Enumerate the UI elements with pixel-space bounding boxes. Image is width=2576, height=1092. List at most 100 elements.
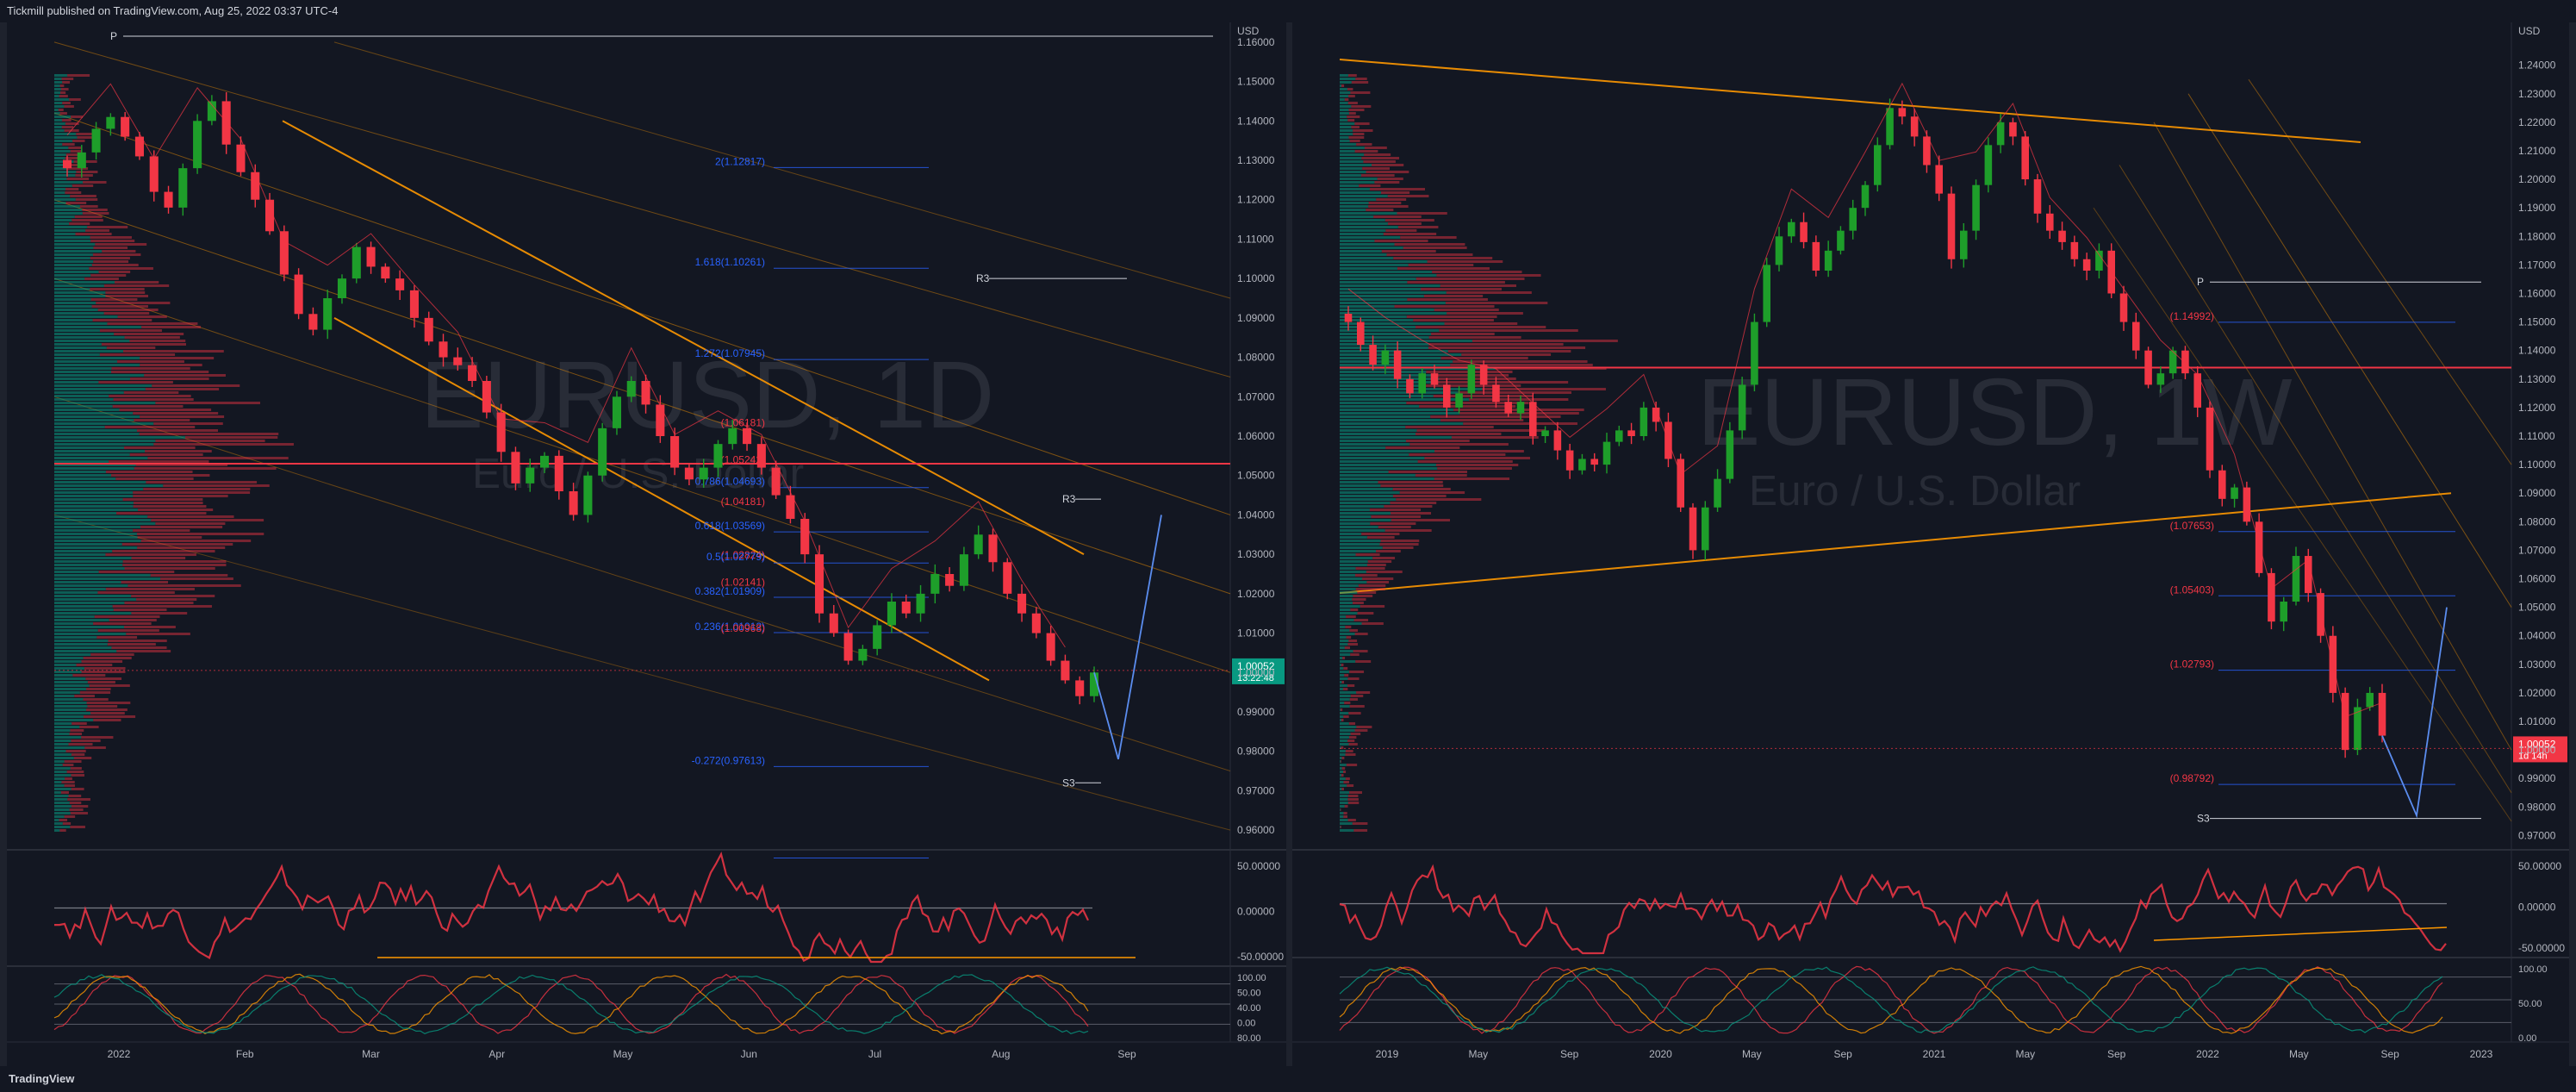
volume-profile-bar bbox=[54, 608, 114, 611]
publisher-text: Tickmill published on TradingView.com, A… bbox=[7, 4, 339, 17]
volume-profile-bar bbox=[54, 481, 146, 484]
volume-profile-bar bbox=[54, 760, 65, 763]
volume-profile-bar bbox=[99, 353, 176, 356]
volume-profile-bar bbox=[54, 495, 134, 497]
volume-profile-bar bbox=[124, 602, 194, 604]
volume-profile-bar bbox=[1340, 391, 1459, 394]
volume-profile-bar bbox=[70, 195, 96, 197]
volume-profile-bar bbox=[128, 584, 241, 587]
volume-profile-bar bbox=[103, 284, 170, 287]
tradingview-logo[interactable]: TradingView bbox=[9, 1072, 75, 1085]
volume-profile-bar bbox=[129, 378, 209, 380]
volume-profile-bar bbox=[1340, 495, 1393, 497]
volume-profile-bar bbox=[69, 98, 81, 101]
price-tick-label: 1.02000 bbox=[2518, 687, 2556, 699]
volume-profile-bar bbox=[1355, 567, 1385, 570]
candle-body bbox=[1800, 222, 1808, 242]
volume-profile-bar bbox=[54, 567, 125, 570]
candle-body bbox=[2058, 230, 2066, 242]
volume-profile-bar bbox=[61, 78, 74, 80]
stoch-tick-label: 40.00 bbox=[1237, 1003, 1261, 1014]
volume-profile-bar bbox=[1390, 502, 1437, 504]
volume-profile-bar bbox=[124, 446, 196, 449]
volume-profile-bar bbox=[54, 715, 84, 718]
volume-profile-bar bbox=[115, 477, 194, 480]
candle-body bbox=[771, 467, 781, 496]
volume-profile-bar bbox=[1340, 150, 1355, 153]
volume-profile-bar bbox=[1409, 443, 1509, 446]
volume-profile-bar bbox=[136, 429, 218, 432]
candle-body bbox=[1935, 165, 1943, 194]
watermark-symbol: EURUSD, 1W bbox=[1697, 359, 2293, 465]
fib-label: 0.5(1.02779) bbox=[706, 551, 765, 563]
volume-profile-bar bbox=[1347, 795, 1359, 797]
volume-profile-bar bbox=[1346, 636, 1352, 639]
price-tick-label: 1.16000 bbox=[2518, 287, 2556, 299]
volume-profile-bar bbox=[105, 471, 193, 473]
volume-profile-bar bbox=[1340, 781, 1344, 783]
volume-profile-bar bbox=[1387, 222, 1422, 225]
volume-profile-bar bbox=[1355, 660, 1372, 663]
candle-body bbox=[1590, 459, 1598, 465]
fib-label: 0.618(1.03569) bbox=[695, 520, 765, 532]
left-chart-panel[interactable]: EURUSD, 1D Euro / U.S. Dollar 2(1.12817) 1.… bbox=[7, 22, 1286, 1066]
candle-body bbox=[134, 136, 144, 157]
right-chart-panel[interactable]: EURUSD, 1W Euro / U.S. Dollar (1.14992) (1.… bbox=[1292, 22, 2569, 1066]
candle-body bbox=[1751, 321, 1758, 385]
volume-profile-bar bbox=[1349, 140, 1360, 142]
volume-profile-bar bbox=[97, 309, 159, 311]
oscillator-tick-label: 50.00000 bbox=[2518, 860, 2561, 872]
price-tick-label: 1.14000 bbox=[1237, 115, 1275, 127]
volume-profile-bar bbox=[62, 81, 71, 84]
volume-profile-bar bbox=[1340, 784, 1347, 787]
volume-profile-bar bbox=[54, 415, 140, 418]
volume-profile-bar bbox=[1351, 105, 1372, 108]
volume-profile-bar bbox=[1340, 726, 1357, 728]
volume-profile-bar bbox=[131, 612, 188, 615]
volume-profile-bar bbox=[54, 119, 63, 122]
volume-profile-bar bbox=[1351, 81, 1369, 84]
candle-body bbox=[1406, 378, 1414, 394]
volume-profile-bar bbox=[163, 484, 270, 487]
volume-profile-bar bbox=[54, 502, 134, 504]
candle-body bbox=[2231, 487, 2238, 499]
volume-profile-bar bbox=[1378, 481, 1443, 484]
time-tick-label: Sep bbox=[1117, 1048, 1136, 1060]
candle-body bbox=[1910, 116, 1919, 137]
volume-profile-bar bbox=[54, 140, 73, 142]
volume-profile-bar bbox=[1340, 336, 1429, 339]
volume-profile-bar bbox=[54, 450, 146, 452]
volume-profile-bar bbox=[54, 74, 68, 77]
volume-profile-bar bbox=[1340, 522, 1371, 525]
volume-profile-bar bbox=[54, 215, 75, 218]
volume-profile-bar bbox=[1340, 402, 1407, 404]
volume-profile-bar bbox=[54, 195, 71, 197]
volume-profile-bar bbox=[89, 684, 130, 687]
candle-body bbox=[1947, 193, 1956, 259]
volume-profile-bar bbox=[1340, 215, 1374, 218]
volume-profile-bar bbox=[1353, 129, 1373, 132]
volume-profile-bar bbox=[54, 419, 134, 421]
volume-profile-bar bbox=[54, 243, 96, 246]
candle-body bbox=[511, 452, 520, 484]
candle-body bbox=[2046, 213, 2054, 231]
volume-profile-bar bbox=[1356, 143, 1372, 146]
time-tick-label: 2022 bbox=[2196, 1048, 2219, 1060]
volume-profile-bar bbox=[1416, 433, 1502, 435]
candle-body bbox=[193, 121, 202, 169]
volume-profile-bar bbox=[1340, 305, 1395, 308]
volume-profile-bar bbox=[54, 588, 106, 590]
candle-body bbox=[2280, 602, 2287, 622]
volume-profile-bar bbox=[1340, 719, 1341, 721]
candle-body bbox=[684, 467, 694, 480]
volume-profile-bar bbox=[122, 498, 203, 501]
channel-line bbox=[282, 120, 1085, 556]
volume-profile-bar bbox=[54, 312, 104, 315]
volume-profile-bar bbox=[1362, 577, 1394, 580]
price-tick-label: 0.96000 bbox=[1237, 824, 1275, 836]
time-tick-label: 2022 bbox=[108, 1048, 131, 1060]
volume-profile-bar bbox=[54, 122, 65, 125]
price-tick-label: 1.21000 bbox=[2518, 145, 2556, 157]
